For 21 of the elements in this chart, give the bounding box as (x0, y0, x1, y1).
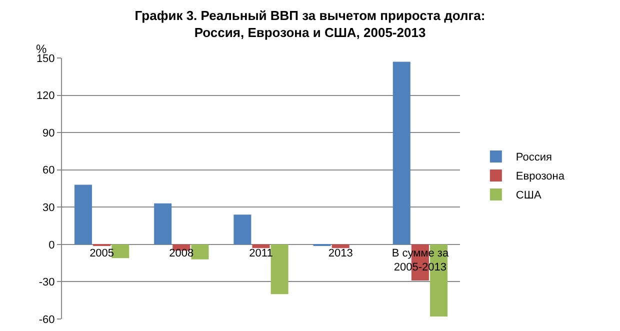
x-tick-label: 2013 (328, 247, 353, 260)
y-tick-label: 60 (42, 164, 55, 177)
chart-title: График 3. Реальный ВВП за вычетом прироста долга: Россия, Еврозона и США, 2005-2013 (134, 8, 486, 40)
bar (392, 62, 410, 244)
bar (234, 214, 252, 244)
y-tick-label: 90 (42, 127, 55, 140)
legend-label: США (516, 190, 542, 202)
y-tick-label: 0 (48, 239, 55, 252)
legend-label: Еврозона (516, 170, 566, 183)
bar (270, 244, 288, 294)
bar (154, 203, 172, 244)
bar (74, 184, 92, 244)
y-tick-label: 150 (36, 52, 55, 65)
y-tick-label: 30 (42, 202, 55, 214)
y-tick-label: 120 (36, 90, 55, 102)
bar (112, 244, 130, 258)
bar (332, 244, 350, 248)
y-tick-label: -30 (38, 276, 55, 289)
legend-label: Россия (516, 152, 552, 164)
y-tick-label: -60 (38, 314, 55, 326)
bar (252, 244, 270, 248)
